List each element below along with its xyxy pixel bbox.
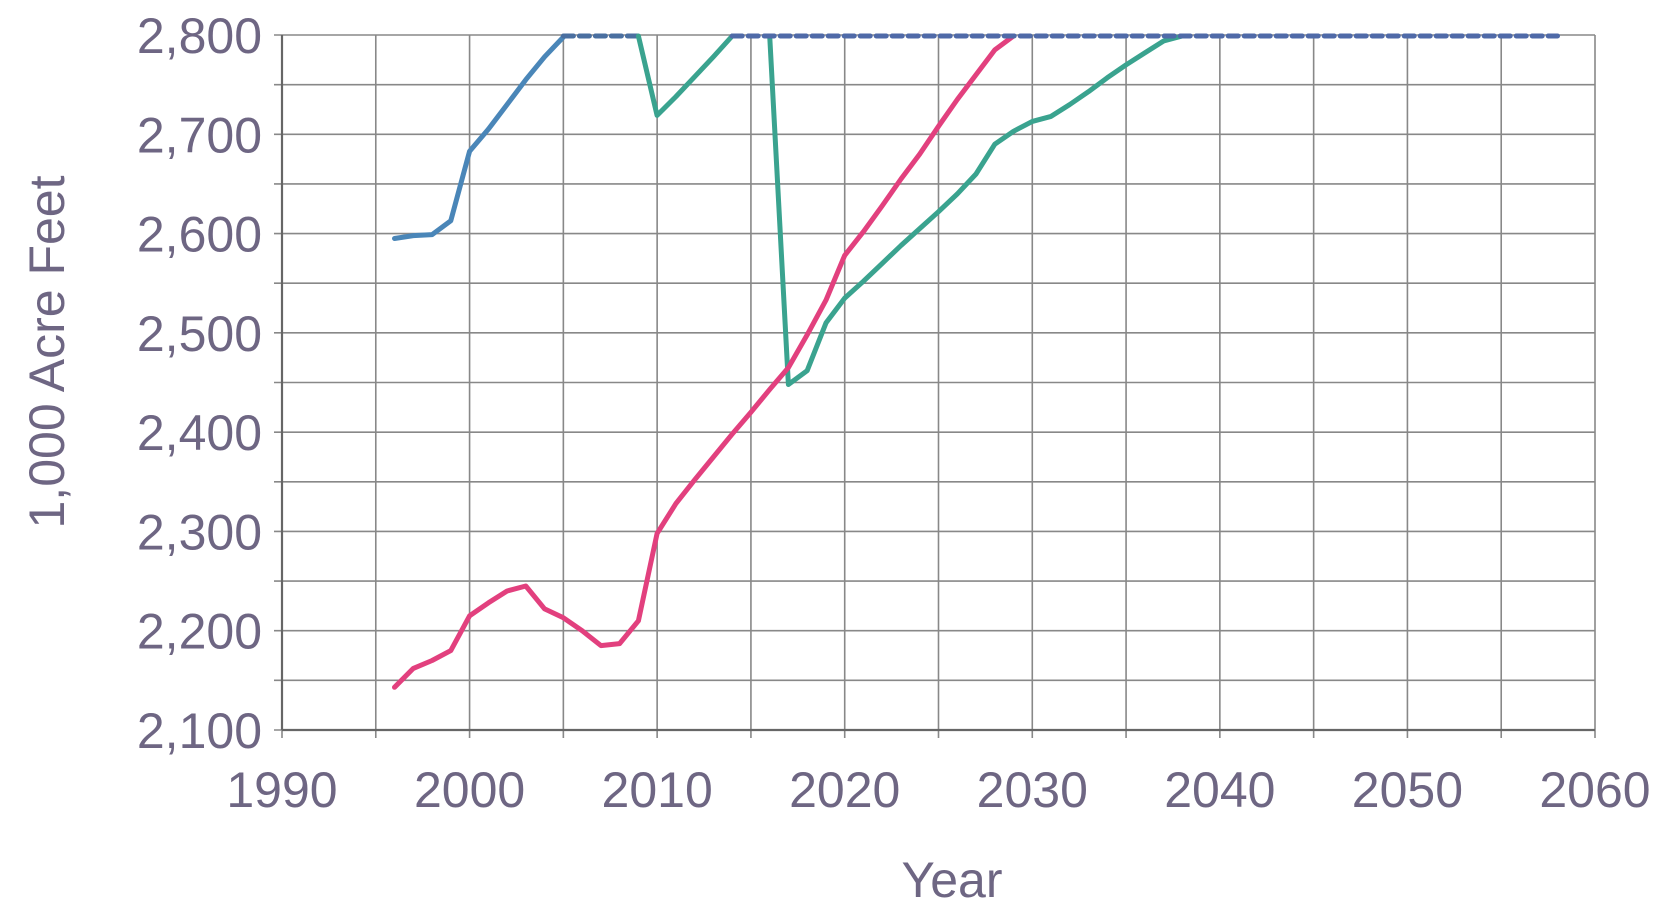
y-tick-label: 2,200 [137,604,262,660]
series-line-5 [392,33,1016,690]
x-tick-label: 2040 [1164,762,1275,818]
plot-series [392,33,1560,690]
y-tick-label: 2,500 [137,306,262,362]
x-tick-label: 2000 [414,762,525,818]
x-tick-label: 2060 [1539,762,1650,818]
grid [274,34,1596,738]
y-tick-labels: 2,100 2,200 2,300 2,400 2,500 2,600 2,700 2,800 [137,8,262,759]
y-tick-label: 2,300 [137,504,262,560]
y-tick-label: 2,100 [137,703,262,759]
y-tick-label: 2,700 [137,107,262,163]
x-tick-label: 2050 [1352,762,1463,818]
y-tick-label: 2,800 [137,8,262,64]
x-tick-label: 1990 [226,762,337,818]
series-line-4 [767,33,1185,387]
x-tick-labels: 1990 2000 2010 2020 2030 2040 2050 2060 [226,762,1650,818]
y-axis-title: 1,000 Acre Feet [19,175,75,528]
y-tick-label: 2,400 [137,405,262,461]
x-axis-title: Year [901,852,1002,908]
y-tick-label: 2,600 [137,207,262,263]
series-line-1 [392,34,566,241]
x-tick-label: 2030 [977,762,1088,818]
series-line-3 [635,33,735,118]
x-tick-label: 2010 [602,762,713,818]
x-tick-label: 2020 [789,762,900,818]
